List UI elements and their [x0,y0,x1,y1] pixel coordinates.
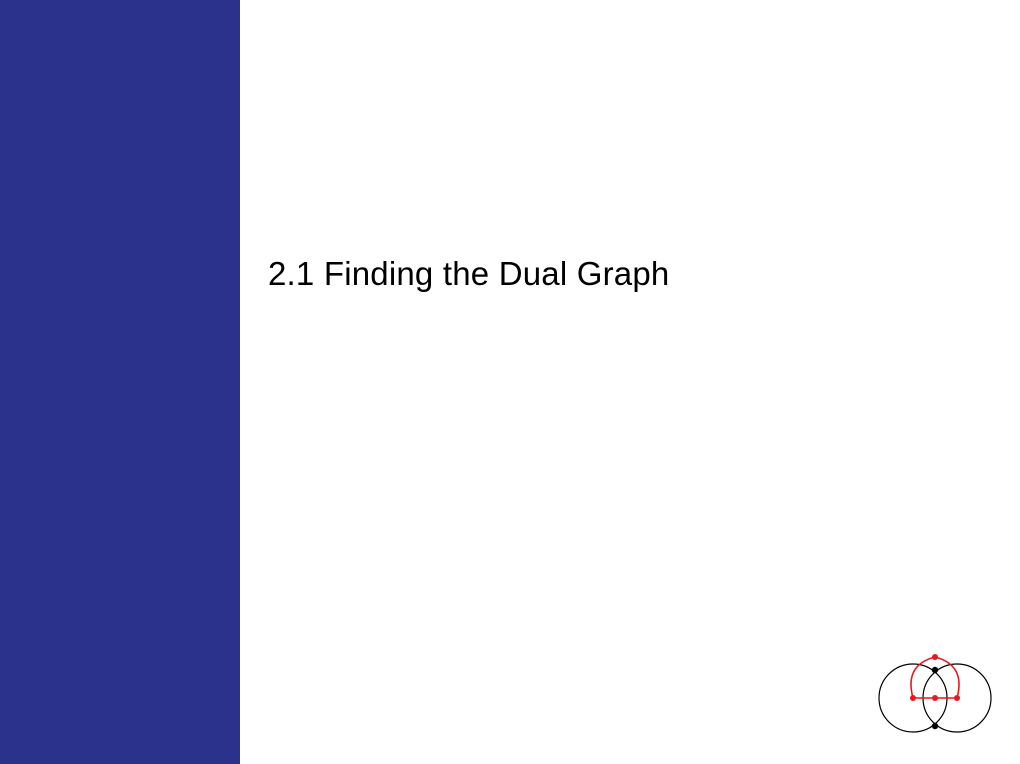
sidebar-accent [0,0,240,764]
section-title: 2.1 Finding the Dual Graph [268,255,669,293]
section-title-text: Finding the Dual Graph [324,255,670,292]
section-number: 2.1 [268,255,324,292]
dual-graph-logo-icon [869,612,1001,764]
